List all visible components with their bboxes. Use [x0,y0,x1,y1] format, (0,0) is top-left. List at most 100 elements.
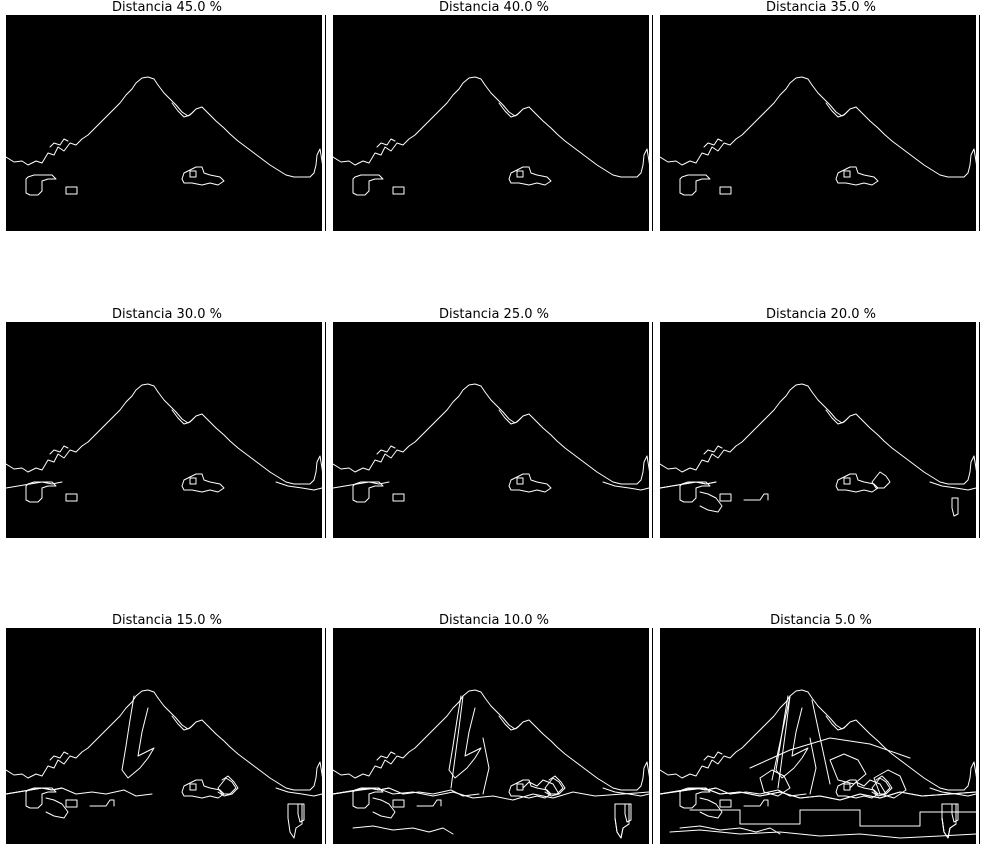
right-border-stripe [326,322,328,538]
cross-line-edge [749,737,911,769]
pyramid-middle-notch-edge [498,409,522,425]
rubble-edge [522,779,560,795]
right-blob-edge [871,777,891,795]
pyramid-left-slope-edge [333,383,486,473]
edge-image [660,628,982,844]
bottom-debris-edge [679,825,781,835]
right-border-stripe [322,322,325,538]
pyramid-right-slope-edge [484,391,652,485]
small-box-outline [719,799,732,808]
left-ground-bump-edge [703,751,723,761]
center-house-window-outline [516,170,524,178]
pyramid-middle-notch-edge [171,102,195,118]
inner-short-edge [482,737,490,795]
small-box-outline [392,799,405,808]
edge-image [333,15,655,231]
edge-drawing [6,15,328,231]
lower-left-rock-edge [699,797,723,819]
left-box-outline [25,481,57,503]
pyramid-middle-notch-edge [825,102,849,118]
pyramid-right-slope-edge [157,391,325,485]
ground-line-edge [743,799,769,807]
center-house-window-outline [516,477,524,485]
edge-image [6,15,328,231]
inner-zigzag-edge [448,695,482,779]
right-border-stripe [649,322,652,538]
left-ground-bump-edge [49,445,69,455]
left-ground-bump-edge [49,751,69,761]
inner-long-edge [777,695,791,789]
pyramid-middle-notch-edge [498,102,522,118]
center-house-window-outline [843,477,851,485]
ground-line-edge [416,799,442,807]
center-house-outline [508,473,552,493]
edge-image [333,628,655,844]
small-box-outline [65,799,78,808]
inner-long-edge [450,695,464,789]
right-post-outline [941,803,957,839]
small-box-outline [392,493,405,502]
right-base-edge [275,481,323,491]
pyramid-right-slope-edge [157,84,325,178]
panel-title: Distancia 25.0 % [439,307,549,322]
lower-left-horizon-edge [333,787,650,801]
panel-title: Distancia 5.0 % [770,613,872,628]
blob-edge [873,769,907,799]
center-house-outline [835,166,879,186]
center-house-outline [181,166,225,186]
center-house-window-outline [189,170,197,178]
center-house-window-outline [843,170,851,178]
inner-left-crack-edge [771,695,791,781]
pyramid-left-slope-edge [333,76,486,166]
right-base-edge [929,481,977,491]
small-box-outline [65,186,78,195]
center-house-window-outline [843,783,851,791]
panel-title: Distancia 35.0 % [766,0,876,15]
blob-edge [759,769,791,797]
pyramid-left-slope-edge [660,383,813,473]
lower-left-horizon-edge [333,481,390,489]
edge-image [660,15,982,231]
left-ground-bump-edge [376,751,396,761]
edge-drawing [6,322,328,538]
inner-right-crack-edge [811,699,831,785]
left-box-outline [25,174,57,196]
pyramid-right-slope-edge [484,84,652,178]
right-border-stripe [980,628,982,844]
panel-title: Distancia 40.0 % [439,0,549,15]
small-box-outline [719,493,732,502]
left-ground-bump-edge [703,445,723,455]
panel-title: Distancia 30.0 % [112,307,222,322]
ground-line-edge [89,799,115,807]
lower-left-horizon-edge [333,787,480,797]
pyramid-right-slope-edge [157,697,325,791]
right-border-stripe [976,15,979,231]
center-house-outline [181,473,225,493]
lower-left-rock-edge [699,491,723,513]
center-house-window-outline [189,783,197,791]
edge-image [660,322,982,538]
right-border-stripe [653,15,655,231]
pyramid-left-slope-edge [6,76,159,166]
pyramid-middle-notch-edge [825,409,849,425]
right-blob-edge [544,777,564,795]
pyramid-right-slope-edge [484,697,652,791]
right-post-edge [951,803,959,823]
inner-short-edge [809,737,817,795]
right-border-stripe [322,15,325,231]
pyramid-right-slope-edge [811,391,979,485]
edge-drawing [660,322,982,538]
panel-title: Distancia 10.0 % [439,613,549,628]
right-base-edge [275,787,323,797]
edge-drawing [333,15,655,231]
right-border-stripe [976,628,979,844]
lower-left-horizon-edge [6,787,153,797]
center-house-outline [508,166,552,186]
edge-drawing [333,322,655,538]
right-border-stripe [326,628,328,844]
lower-left-rock-edge [45,797,69,819]
center-house-outline [835,473,879,493]
pyramid-left-slope-edge [660,76,813,166]
lower-left-horizon-edge [660,787,807,797]
right-border-stripe [326,15,328,231]
